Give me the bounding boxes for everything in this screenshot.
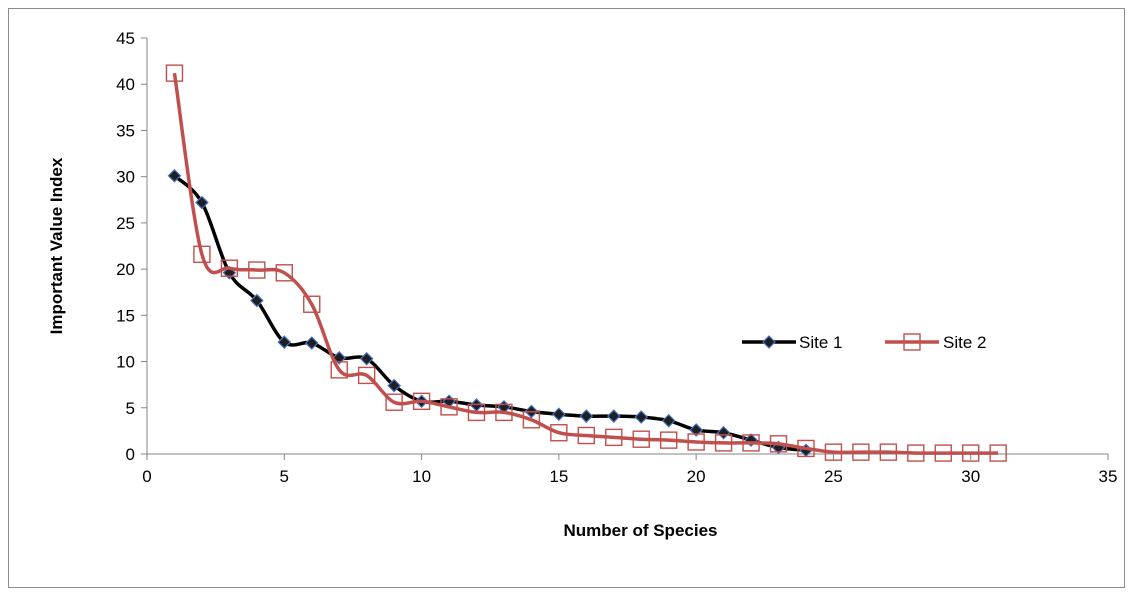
legend-label: Site 1	[799, 333, 842, 352]
series-2-point	[165, 64, 184, 82]
series-2-point	[907, 444, 925, 462]
series-2-point	[659, 431, 678, 449]
series-2-point	[220, 259, 239, 277]
x-axis-title: Number of Species	[564, 521, 718, 540]
series-2-point	[412, 392, 431, 411]
series-2-line	[172, 72, 999, 455]
x-tick-label: 0	[142, 467, 151, 486]
legend-marker	[903, 333, 921, 351]
x-tick-label: 15	[549, 467, 568, 486]
series-1-point	[249, 293, 264, 308]
series-2-point	[962, 444, 980, 462]
series-1-point	[359, 351, 374, 366]
series-2-point	[852, 443, 870, 461]
x-tick-label: 35	[1099, 467, 1118, 486]
series-2-point	[248, 261, 266, 279]
y-tick-label: 40	[116, 75, 135, 94]
series-1-point	[304, 336, 319, 350]
series-2-point	[357, 366, 376, 385]
x-tick-label: 20	[687, 467, 706, 486]
series-2-point	[989, 444, 1007, 462]
series-1-point	[634, 410, 649, 424]
series-2-point	[687, 433, 705, 451]
series-2-point	[495, 403, 513, 422]
axes: 0 5 10 15 20 25 30 35 40 45 0 5 10 15 20 25 30 35	[116, 29, 1117, 486]
series-1-point	[387, 378, 401, 393]
series-1-point	[661, 413, 676, 428]
y-tick-label: 25	[116, 214, 135, 233]
x-tick-label: 30	[961, 467, 980, 486]
series-1-point	[332, 351, 347, 365]
series-2-point	[577, 426, 596, 445]
y-tick-label: 10	[116, 353, 135, 372]
series-1-line	[173, 174, 807, 453]
legend-marker	[762, 335, 776, 349]
series-2-point	[797, 439, 815, 458]
series-2-point	[275, 264, 293, 282]
series-1-point	[716, 425, 731, 440]
y-tick-label: 30	[116, 168, 135, 187]
series-2-point	[824, 443, 843, 461]
y-tick-label: 5	[126, 399, 135, 418]
series-1-point	[689, 423, 703, 437]
y-tick-label: 35	[116, 121, 135, 140]
series-2-point	[440, 398, 458, 416]
series-2-point	[303, 295, 321, 313]
series-1-point	[606, 409, 621, 423]
x-tick-label: 5	[280, 467, 289, 486]
series-1-point	[195, 195, 209, 210]
x-tick-label: 25	[824, 467, 843, 486]
x-tick-label: 10	[412, 467, 431, 486]
series-2-point	[330, 361, 348, 379]
series-1-point	[277, 335, 292, 349]
series-2-point	[193, 245, 211, 264]
y-axis-title: Important Value Index	[47, 157, 66, 334]
series-2-point	[385, 393, 403, 411]
series-2-point	[714, 434, 733, 452]
y-tick-label: 45	[116, 29, 135, 48]
series-1-point	[579, 409, 594, 423]
legend-item-1: Site 1	[742, 333, 842, 352]
legend: Site 1 Site 2	[742, 333, 986, 352]
series-2-point	[742, 434, 760, 452]
series-2-point	[769, 435, 788, 453]
series-2	[165, 64, 1007, 462]
series-2-point	[934, 444, 952, 462]
y-tick-label: 20	[116, 260, 135, 279]
series-1-point	[167, 168, 182, 183]
series-1-point	[552, 407, 566, 422]
series-2-point	[879, 443, 898, 461]
series-2-point	[467, 403, 486, 422]
series-layer	[165, 64, 1007, 462]
y-tick-label: 15	[116, 306, 135, 325]
chart-area	[8, 8, 1125, 588]
y-tick-label: 0	[126, 445, 135, 464]
legend-label: Site 2	[943, 333, 986, 352]
series-2-point	[550, 424, 568, 442]
series-2-point	[632, 430, 650, 448]
legend-item-2: Site 2	[885, 333, 986, 352]
series-2-point	[605, 428, 623, 447]
series-2-point	[522, 411, 541, 429]
